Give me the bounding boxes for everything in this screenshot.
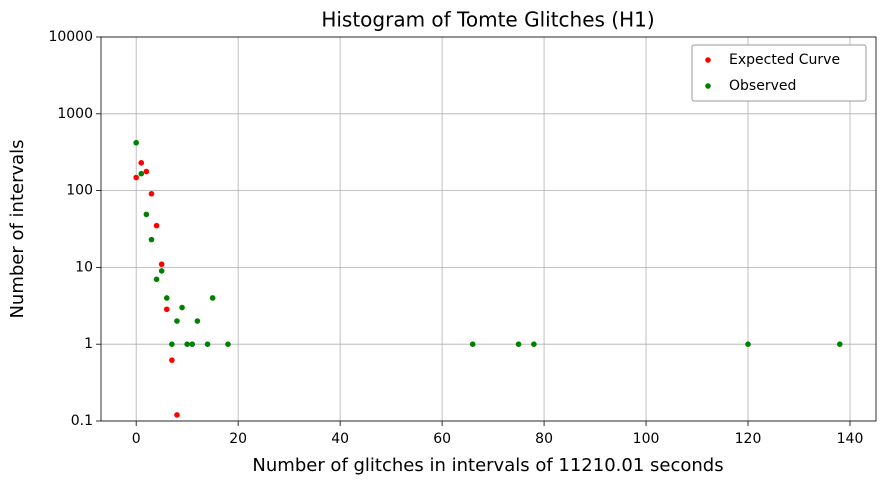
- x-tick-label: 140: [837, 431, 864, 447]
- point: [209, 295, 216, 301]
- point: [469, 341, 476, 348]
- point: [225, 341, 231, 348]
- legend-label: Expected Curve: [729, 52, 840, 68]
- point: [163, 306, 170, 313]
- point: [163, 295, 170, 301]
- point: [836, 341, 843, 348]
- legend-label: Observed: [729, 78, 796, 94]
- y-tick-label: 10: [75, 259, 93, 275]
- point: [174, 412, 180, 418]
- y-tick-label: 10000: [48, 29, 93, 45]
- point: [158, 261, 165, 268]
- point: [143, 211, 150, 218]
- x-tick-label: 120: [735, 431, 762, 447]
- x-tick-label: 40: [331, 431, 349, 447]
- x-tick-label: 20: [229, 431, 247, 447]
- point: [133, 174, 139, 181]
- point: [138, 160, 145, 166]
- point: [148, 190, 155, 197]
- point: [143, 168, 150, 175]
- y-axis-label: Number of intervals: [7, 139, 28, 318]
- y-tick-label: 1: [84, 336, 93, 352]
- y-tick-label: 1000: [57, 106, 93, 122]
- point: [169, 357, 175, 363]
- point: [531, 341, 537, 348]
- point: [158, 268, 165, 274]
- point: [153, 276, 160, 283]
- y-tick-label: 100: [66, 183, 93, 199]
- point: [189, 341, 196, 348]
- point: [745, 341, 751, 348]
- point: [133, 139, 139, 146]
- x-tick-label: 80: [535, 431, 553, 447]
- point: [194, 318, 201, 324]
- legend-box: [691, 44, 867, 102]
- point: [138, 170, 145, 177]
- chart-title: Histogram of Tomte Glitches (H1): [321, 8, 654, 32]
- point: [515, 341, 522, 348]
- x-axis-label: Number of glitches in intervals of 11210…: [252, 455, 723, 476]
- point: [184, 341, 190, 348]
- point: [153, 222, 160, 229]
- point: [179, 304, 185, 311]
- plot-frame: [100, 36, 877, 422]
- legend-marker: [705, 57, 711, 63]
- point: [174, 318, 180, 324]
- x-tick-label: 0: [132, 431, 141, 447]
- y-tick-label: 0.1: [71, 413, 93, 429]
- x-tick-label: 60: [433, 431, 451, 447]
- point: [204, 341, 211, 348]
- x-tick-label: 100: [633, 431, 660, 447]
- point: [148, 236, 155, 243]
- point: [169, 341, 175, 348]
- legend-marker: [705, 83, 711, 89]
